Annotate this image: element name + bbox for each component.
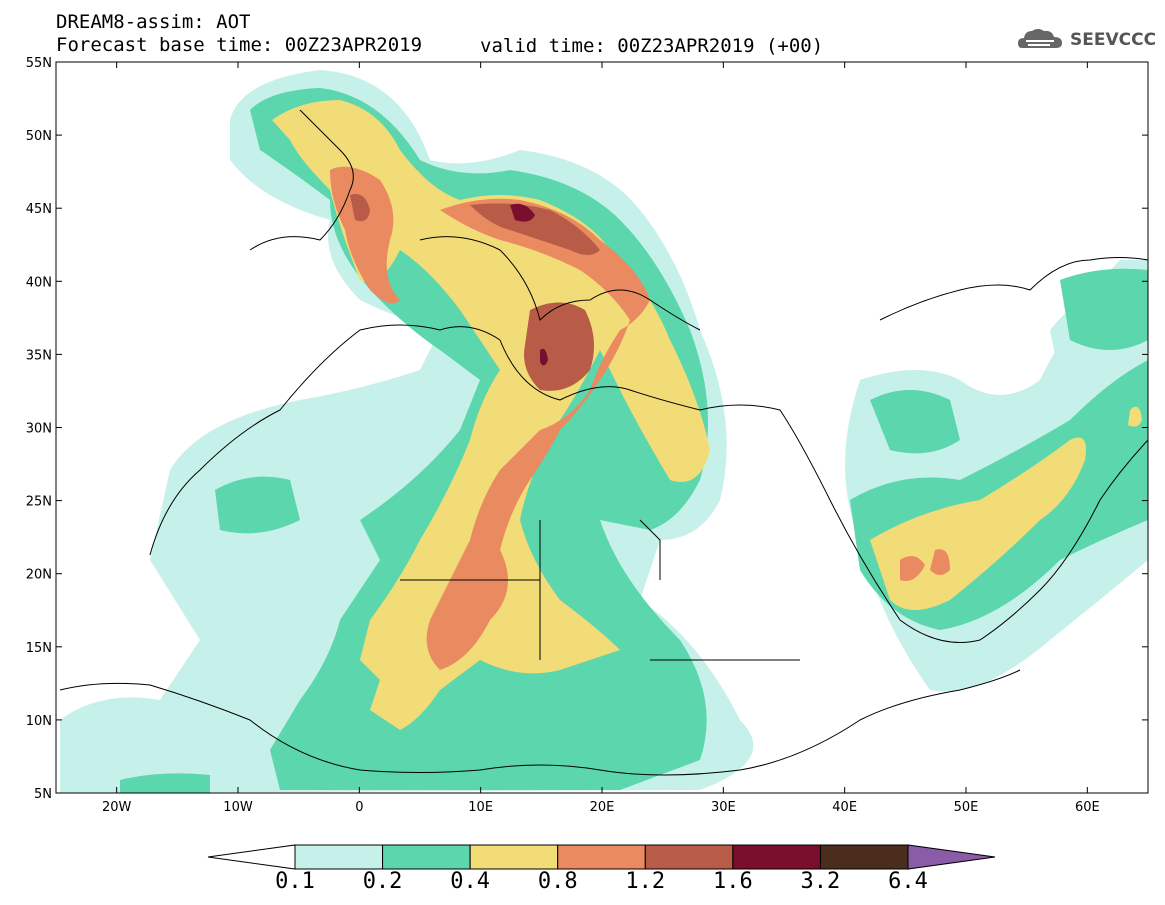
colorbar-label: 0.2 bbox=[362, 869, 403, 894]
colorbar-segment bbox=[644, 844, 734, 870]
colorbar-label: 0.1 bbox=[275, 869, 315, 894]
lat-label: 20N bbox=[26, 568, 52, 583]
aot-level-1.2 bbox=[350, 194, 600, 391]
aot-level-1.6 bbox=[510, 203, 548, 366]
colorbar-max-arrow bbox=[907, 844, 996, 870]
lon-label: 30E bbox=[711, 800, 736, 815]
colorbar-label: 0.8 bbox=[537, 869, 578, 894]
lon-label: 0 bbox=[355, 800, 363, 815]
logo-text: SEEVCCC bbox=[1070, 30, 1157, 50]
lon-label: 10W bbox=[223, 800, 253, 815]
lon-label: 50E bbox=[954, 800, 979, 815]
colorbar-segment bbox=[819, 844, 909, 870]
aot-contours bbox=[60, 70, 1148, 793]
colorbar-label: 6.4 bbox=[888, 869, 928, 894]
colorbar-segment bbox=[732, 844, 821, 870]
colorbar-segment bbox=[294, 844, 384, 870]
longitude-axis: 20W 10W 0 10E 20E 30E 40E 50E 60E bbox=[102, 62, 1100, 815]
valid-time: valid time: 00Z23APR2019 (+00) bbox=[480, 35, 824, 57]
lat-label: 25N bbox=[26, 495, 52, 510]
colorbar-label: 1.2 bbox=[625, 869, 666, 894]
lat-label: 5N bbox=[34, 787, 52, 802]
lon-label: 60E bbox=[1075, 800, 1100, 815]
lat-label: 55N bbox=[26, 56, 52, 71]
lat-label: 40N bbox=[26, 275, 52, 290]
colorbar-label: 1.6 bbox=[712, 869, 753, 894]
colorbar-segment bbox=[382, 844, 471, 870]
lat-label: 10N bbox=[26, 714, 52, 729]
lat-label: 45N bbox=[26, 202, 52, 217]
cloud-logo-icon bbox=[1018, 29, 1062, 48]
lat-label: 35N bbox=[26, 348, 52, 363]
colorbar-segment bbox=[557, 844, 646, 870]
map-title: DREAM8-assim: AOT bbox=[56, 11, 251, 33]
colorbar bbox=[207, 844, 996, 870]
forecast-base-time: Forecast base time: 00Z23APR2019 bbox=[56, 34, 423, 56]
lon-label: 20E bbox=[590, 800, 615, 815]
colorbar-label: 0.4 bbox=[450, 869, 491, 894]
lat-label: 15N bbox=[26, 641, 52, 656]
aot-level-0.8 bbox=[330, 166, 950, 670]
colorbar-label: 3.2 bbox=[800, 869, 841, 894]
lon-label: 10E bbox=[468, 800, 493, 815]
coastlines bbox=[59, 109, 1149, 776]
colorbar-segment bbox=[469, 844, 559, 870]
lat-label: 30N bbox=[26, 422, 52, 437]
colorbar-min-arrow bbox=[207, 844, 296, 870]
lat-label: 50N bbox=[26, 129, 52, 144]
lon-label: 20W bbox=[102, 800, 132, 815]
lon-label: 40E bbox=[832, 800, 857, 815]
latitude-axis: 55N 50N 45N 40N 35N 30N 25N 20N 15N 10N 5N bbox=[26, 56, 1148, 802]
